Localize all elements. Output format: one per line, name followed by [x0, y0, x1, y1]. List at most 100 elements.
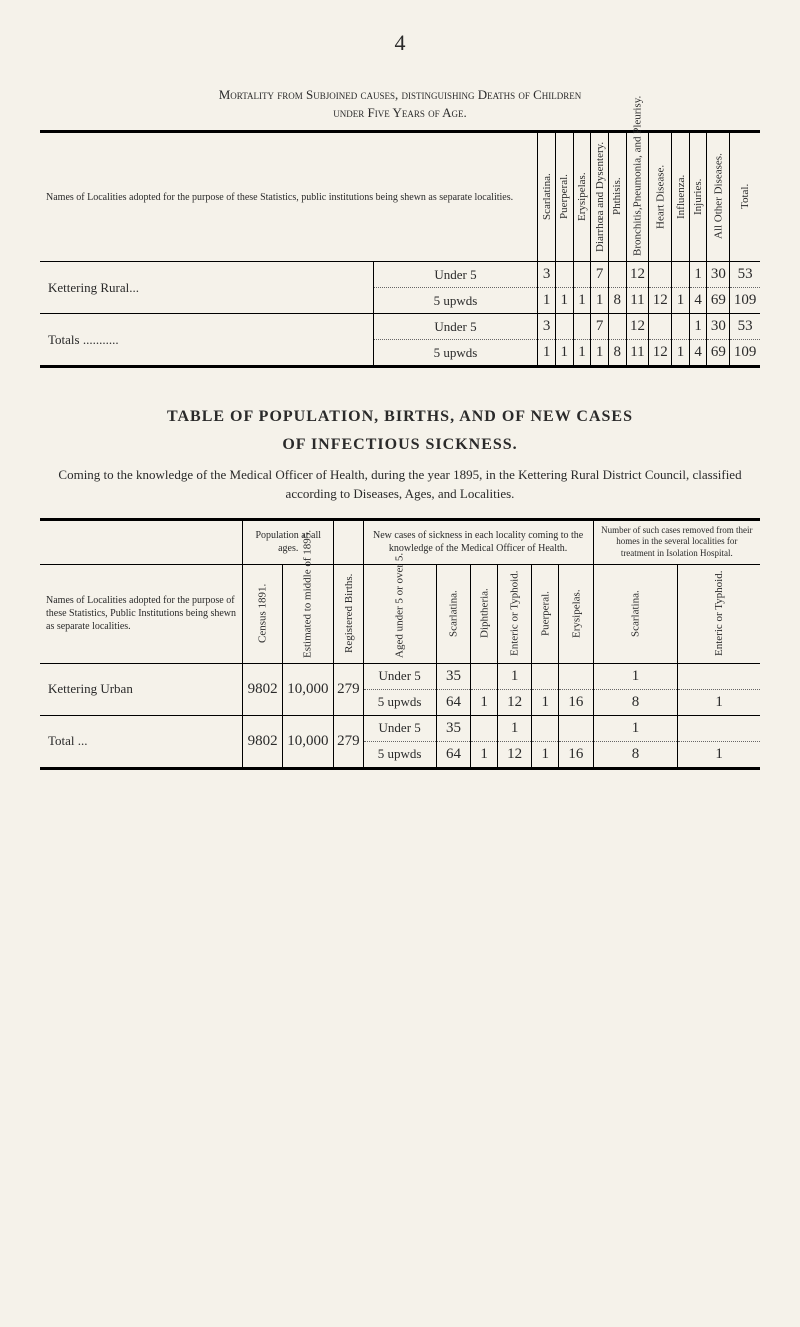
cell — [608, 314, 626, 340]
table2-row-header-desc: Names of Localities adopted for the purp… — [40, 564, 243, 663]
cell — [649, 262, 672, 288]
table1-title: Mortality from Subjoined causes, disting… — [40, 86, 760, 122]
cell: 12 — [497, 741, 532, 768]
col-scarlatina2: Scarlatina. — [436, 564, 471, 663]
table2-description: Coming to the knowledge of the Medical O… — [40, 466, 760, 502]
cell: 1 — [555, 288, 573, 314]
col-enteric2: Enteric or Typhoid. — [678, 564, 760, 663]
table1-title-line1: Mortality from Subjoined causes, disting… — [219, 87, 582, 102]
cell-births: 279 — [334, 715, 364, 768]
cell — [471, 663, 498, 689]
cell: 11 — [626, 288, 649, 314]
cell: 12 — [626, 262, 649, 288]
subrow-label: Under 5 — [363, 663, 436, 689]
table2-title: TABLE OF POPULATION, BIRTHS, AND OF NEW … — [40, 408, 760, 426]
cell: 7 — [591, 314, 609, 340]
cell — [555, 314, 573, 340]
col-erysipelas2: Erysipelas. — [559, 564, 594, 663]
subrow-label: 5 upwds — [373, 288, 538, 314]
mortality-table: Names of Localities adopted for the purp… — [40, 130, 760, 368]
cell: 1 — [672, 288, 690, 314]
col-puerperal: Puerperal. — [555, 132, 573, 262]
cell: 1 — [593, 663, 678, 689]
col-census: Census 1891. — [243, 564, 282, 663]
cell: 69 — [707, 340, 730, 367]
col-heart: Heart Disease. — [649, 132, 672, 262]
cell: 16 — [559, 741, 594, 768]
cell: 1 — [497, 715, 532, 741]
col-scarlatina3: Scarlatina. — [593, 564, 678, 663]
cell-estimated: 10,000 — [282, 663, 333, 715]
cell: 11 — [626, 340, 649, 367]
cell: 1 — [573, 340, 591, 367]
subrow-label: 5 upwds — [363, 689, 436, 715]
cell-estimated: 10,000 — [282, 715, 333, 768]
cell — [573, 262, 591, 288]
cell: 1 — [689, 262, 707, 288]
cell: 16 — [559, 689, 594, 715]
cell: 1 — [591, 288, 609, 314]
table-row: Kettering Rural... Under 5 3 7 12 1 30 5… — [40, 262, 760, 288]
col-injuries: Injuries. — [689, 132, 707, 262]
subrow-label: 5 upwds — [373, 340, 538, 367]
col-erysipelas: Erysipelas. — [573, 132, 591, 262]
spacer — [40, 519, 243, 564]
col-diphtheria: Diphtheria. — [471, 564, 498, 663]
cell: 64 — [436, 741, 471, 768]
cell: 109 — [730, 340, 760, 367]
header-population: Population at all ages. — [243, 519, 334, 564]
col-phthisis: Phthisis. — [608, 132, 626, 262]
col-influenza: Influenza. — [672, 132, 690, 262]
cell — [678, 663, 760, 689]
table-row: Total ... 9802 10,000 279 Under 5 35 1 1 — [40, 715, 760, 741]
cell: 53 — [730, 262, 760, 288]
cell — [573, 314, 591, 340]
cell: 3 — [538, 262, 556, 288]
subrow-label: Under 5 — [373, 314, 538, 340]
table-row: Totals ........... Under 5 3 7 12 1 30 5… — [40, 314, 760, 340]
cell: 1 — [678, 741, 760, 768]
cell: 30 — [707, 314, 730, 340]
col-estimated: Estimated to middle of 1895. — [282, 564, 333, 663]
cell: 4 — [689, 288, 707, 314]
cell: 1 — [538, 288, 556, 314]
cell — [555, 262, 573, 288]
cell: 109 — [730, 288, 760, 314]
cell: 1 — [573, 288, 591, 314]
cell: 12 — [649, 340, 672, 367]
cell: 1 — [532, 741, 559, 768]
cell: 12 — [497, 689, 532, 715]
cell: 1 — [471, 689, 498, 715]
cell-census: 9802 — [243, 663, 282, 715]
cell — [678, 715, 760, 741]
cell: 69 — [707, 288, 730, 314]
cell — [532, 715, 559, 741]
cell: 1 — [555, 340, 573, 367]
table1-title-line2: under Five Years of Age. — [333, 105, 467, 120]
subrow-label: 5 upwds — [363, 741, 436, 768]
cell: 3 — [538, 314, 556, 340]
cell: 35 — [436, 715, 471, 741]
col-total: Total. — [730, 132, 760, 262]
cell: 30 — [707, 262, 730, 288]
cell: 35 — [436, 663, 471, 689]
cell: 4 — [689, 340, 707, 367]
table2-subtitle: OF INFECTIOUS SICKNESS. — [40, 436, 760, 454]
cell: 8 — [608, 288, 626, 314]
cell-census: 9802 — [243, 715, 282, 768]
page-number: 4 — [40, 30, 760, 56]
row-label-total: Total ... — [40, 715, 243, 768]
col-aged: Aged under 5 or over 5. — [363, 564, 436, 663]
cell: 1 — [538, 340, 556, 367]
col-scarlatina: Scarlatina. — [538, 132, 556, 262]
col-bronchitis: Bronchitis,Pneumonia, and Pleurisy. — [626, 132, 649, 262]
cell: 8 — [608, 340, 626, 367]
row-label-kettering-urban: Kettering Urban — [40, 663, 243, 715]
cell: 53 — [730, 314, 760, 340]
col-enteric: Enteric or Typhoid. — [497, 564, 532, 663]
cell — [532, 663, 559, 689]
row-label-kettering: Kettering Rural... — [40, 262, 373, 314]
col-puerperal2: Puerperal. — [532, 564, 559, 663]
cell: 1 — [689, 314, 707, 340]
cell: 64 — [436, 689, 471, 715]
